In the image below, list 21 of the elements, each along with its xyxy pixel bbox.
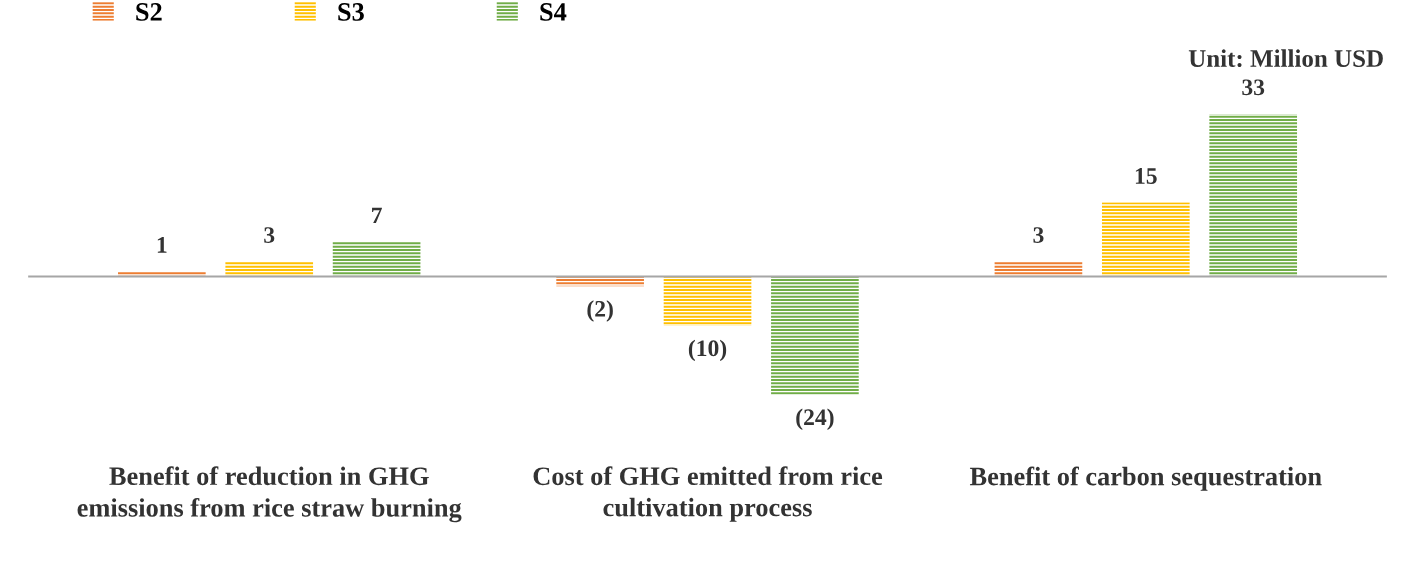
bar <box>663 276 752 326</box>
data-label: 33 <box>1242 79 1265 96</box>
x-tick-label: Benefit of reduction in GHG emissions from rice straw burning <box>77 466 462 523</box>
x-tick-label: Benefit of carbon sequestration <box>969 466 1322 491</box>
legend-label: S2 <box>136 3 162 21</box>
legend-label: S3 <box>338 3 364 21</box>
bar <box>771 276 859 395</box>
data-label: (2) <box>587 300 613 322</box>
x-tick-label: Cost of GHG emitted from rice cultivation process <box>533 466 883 522</box>
data-label: 3 <box>264 227 275 244</box>
bar <box>1101 202 1190 277</box>
legend-label: S4 <box>540 3 567 21</box>
data-label: (24) <box>796 408 834 430</box>
data-label: 3 <box>1033 227 1044 244</box>
data-label: 1 <box>157 237 167 253</box>
data-label: 15 <box>1135 168 1157 184</box>
data-label: (10) <box>688 339 727 362</box>
bar <box>332 242 421 277</box>
data-label: 7 <box>372 207 382 224</box>
bar <box>1209 113 1298 277</box>
text: Unit: Million USD <box>1188 49 1383 68</box>
